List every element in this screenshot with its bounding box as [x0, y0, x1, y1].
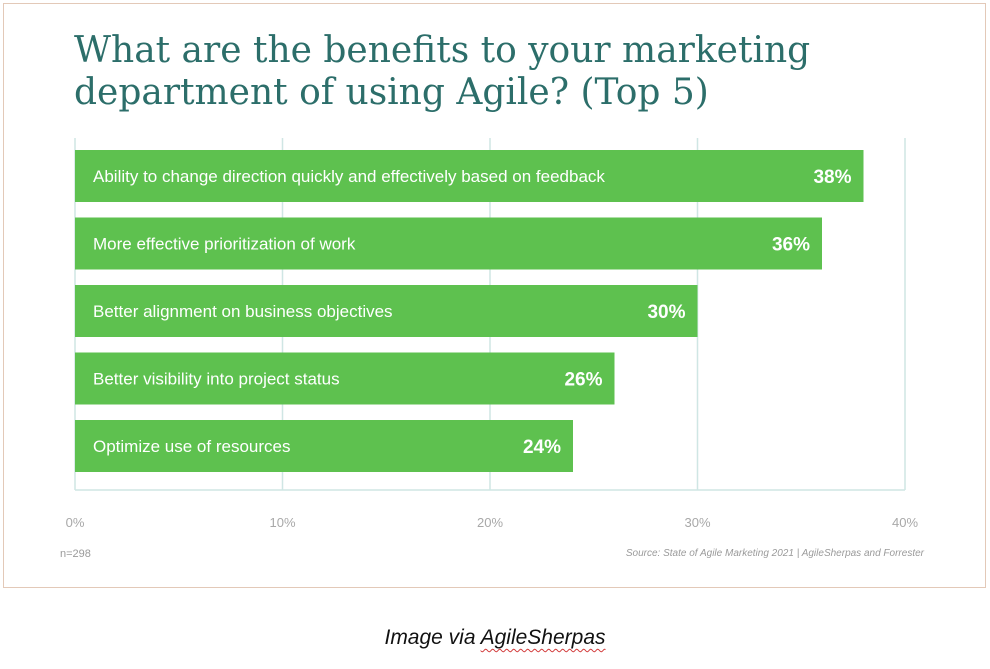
image-caption: Image via AgileSherpas	[0, 626, 990, 650]
x-tick-label: 30%	[684, 515, 710, 530]
bar-category-label: Ability to change direction quickly and …	[93, 167, 605, 186]
caption-prefix: Image via	[384, 626, 481, 649]
bar	[75, 420, 573, 472]
caption-link[interactable]: AgileSherpas	[480, 626, 606, 649]
chart-title: What are the benefits to your marketing …	[74, 30, 811, 113]
bar-value-label: 26%	[564, 370, 602, 391]
bar-category-label: Better alignment on business objectives	[93, 302, 393, 321]
x-tick-label: 0%	[66, 515, 85, 530]
x-tick-label: 20%	[477, 515, 503, 530]
bar	[75, 217, 822, 270]
bar	[75, 352, 615, 405]
x-tick-label: 40%	[892, 515, 918, 530]
bar-value-label: 38%	[813, 167, 851, 188]
bar	[75, 285, 698, 337]
bar-value-label: 24%	[523, 437, 561, 458]
sample-size-note: n=298	[60, 548, 91, 560]
source-note: Source: State of Agile Marketing 2021 | …	[625, 548, 924, 559]
x-tick-label: 10%	[269, 515, 295, 530]
bar	[75, 150, 864, 202]
bar-category-label: Better visibility into project status	[93, 370, 340, 389]
bar-category-label: Optimize use of resources	[93, 437, 290, 456]
bar-value-label: 36%	[772, 235, 810, 256]
bar-category-label: More effective prioritization of work	[93, 235, 356, 254]
bar-value-label: 30%	[647, 302, 685, 323]
